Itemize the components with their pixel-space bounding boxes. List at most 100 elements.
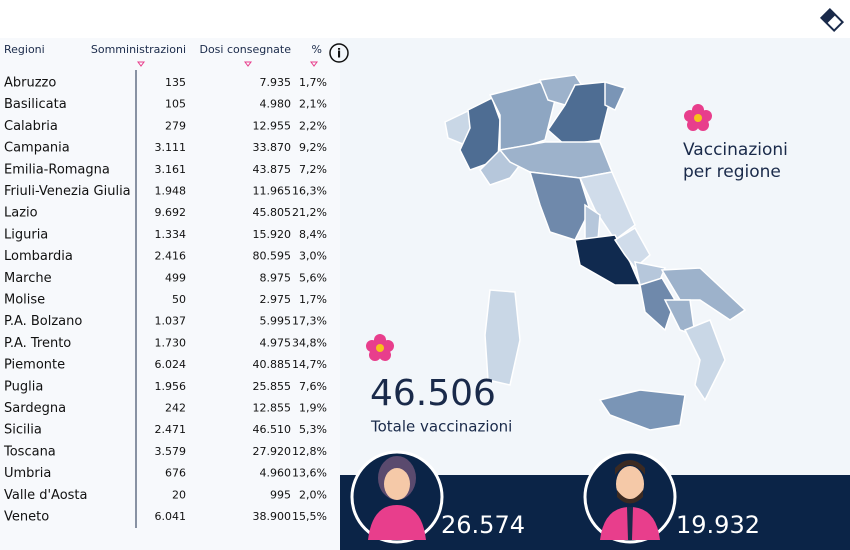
table-cell: 105	[165, 98, 186, 111]
table-cell: 1,7%	[299, 76, 327, 89]
table-cell: 1.334	[155, 228, 187, 241]
italy-map	[444, 74, 747, 431]
table-cell: 279	[165, 119, 186, 132]
table-cell: 27.920	[253, 445, 292, 458]
table-cell: 11.965	[253, 185, 292, 198]
region-name: Veneto	[4, 510, 49, 525]
region-name: P.A. Bolzano	[4, 314, 82, 329]
table-cell: 1.948	[155, 185, 187, 198]
column-header[interactable]: Somministrazioni	[91, 43, 186, 56]
region-name: Basilicata	[4, 97, 67, 112]
table-cell: 2,1%	[299, 98, 327, 111]
table-cell: 12,8%	[292, 445, 327, 458]
table-cell: 3.579	[155, 445, 187, 458]
table-cell: 7,2%	[299, 163, 327, 176]
region-name: Molise	[4, 293, 45, 308]
region-name: Calabria	[4, 119, 58, 134]
table-cell: 4.960	[260, 467, 292, 480]
table-cell: 5,6%	[299, 271, 327, 284]
table-cell: 20	[172, 488, 186, 501]
table-cell: 2,0%	[299, 488, 327, 501]
table-cell: 46.510	[253, 423, 292, 436]
table-cell: 242	[165, 402, 186, 415]
women-count: 26.574	[441, 511, 525, 539]
table-cell: 8,4%	[299, 228, 327, 241]
table-cell: 499	[165, 271, 186, 284]
sort-indicator	[244, 61, 252, 67]
region-name: Sardegna	[4, 401, 66, 416]
region-name: Abruzzo	[4, 76, 56, 91]
table-cell: 34,8%	[292, 336, 327, 349]
table-cell: 5.995	[260, 315, 292, 328]
info-icon[interactable]: i	[329, 43, 349, 63]
table-cell: 4.980	[260, 98, 292, 111]
table-cell: 1.037	[155, 315, 187, 328]
region-name: Campania	[4, 141, 70, 156]
flower-icon	[366, 334, 394, 361]
table-cell: 38.900	[253, 510, 292, 523]
table-cell: 3,0%	[299, 250, 327, 263]
map-title: per regione	[683, 162, 781, 182]
region-name: P.A. Trento	[4, 336, 71, 351]
region-name: Umbria	[4, 466, 51, 481]
table-cell: 5,3%	[299, 423, 327, 436]
sort-indicator	[310, 61, 318, 67]
table-cell: 2.416	[155, 250, 187, 263]
eraser-icon[interactable]	[819, 7, 845, 33]
table-cell: 12.855	[253, 402, 292, 415]
table-cell: 33.870	[253, 141, 292, 154]
man-avatar	[583, 450, 677, 544]
men-count: 19.932	[676, 511, 760, 539]
table-cell: 15.920	[253, 228, 292, 241]
table-cell: 43.875	[253, 163, 292, 176]
region-name: Emilia-Romagna	[4, 162, 110, 177]
table-cell: 12.955	[253, 119, 292, 132]
table-cell: 14,7%	[292, 358, 327, 371]
table-cell: 1.956	[155, 380, 187, 393]
table-cell: 45.805	[253, 206, 292, 219]
flower-icon	[684, 104, 712, 131]
table-cell: 21,2%	[292, 206, 327, 219]
region-name: Liguria	[4, 227, 48, 242]
svg-text:i: i	[337, 47, 341, 61]
table-cell: 13,6%	[292, 467, 327, 480]
table-cell: 25.855	[253, 380, 292, 393]
column-header[interactable]: %	[312, 43, 322, 56]
table-cell: 16,3%	[292, 185, 327, 198]
table-cell: 1,7%	[299, 293, 327, 306]
table-cell: 9.692	[155, 206, 187, 219]
table-cell: 17,3%	[292, 315, 327, 328]
table-cell: 6.024	[155, 358, 187, 371]
table-cell: 15,5%	[292, 510, 327, 523]
region-name: Lazio	[4, 206, 38, 221]
region-name: Toscana	[3, 444, 56, 459]
woman-avatar	[350, 450, 444, 544]
table-cell: 80.595	[253, 250, 292, 263]
region-name: Lombardia	[4, 249, 73, 264]
table-cell: 7,6%	[299, 380, 327, 393]
table-cell: 7.935	[260, 76, 292, 89]
table-cell: 2,2%	[299, 119, 327, 132]
region-name: Puglia	[4, 379, 43, 394]
region-name: Marche	[4, 271, 52, 286]
table-cell: 9,2%	[299, 141, 327, 154]
table-cell: 2.975	[260, 293, 292, 306]
table-cell: 1,9%	[299, 402, 327, 415]
total-value: 46.506	[370, 373, 496, 414]
table-cell: 1.730	[155, 336, 187, 349]
table-cell: 8.975	[260, 271, 292, 284]
region-name: Sicilia	[4, 423, 42, 438]
column-header[interactable]: Dosi consegnate	[199, 43, 291, 56]
column-header: Regioni	[4, 43, 45, 56]
total-label: Totale vaccinazioni	[370, 418, 512, 436]
region-name: Valle d'Aosta	[4, 488, 87, 503]
table-cell: 3.161	[155, 163, 187, 176]
sort-indicator	[137, 61, 145, 67]
map-title: Vaccinazioni	[683, 140, 788, 160]
table-cell: 50	[172, 293, 186, 306]
table-cell: 995	[270, 488, 291, 501]
table-panel	[0, 38, 340, 550]
table-cell: 6.041	[155, 510, 187, 523]
